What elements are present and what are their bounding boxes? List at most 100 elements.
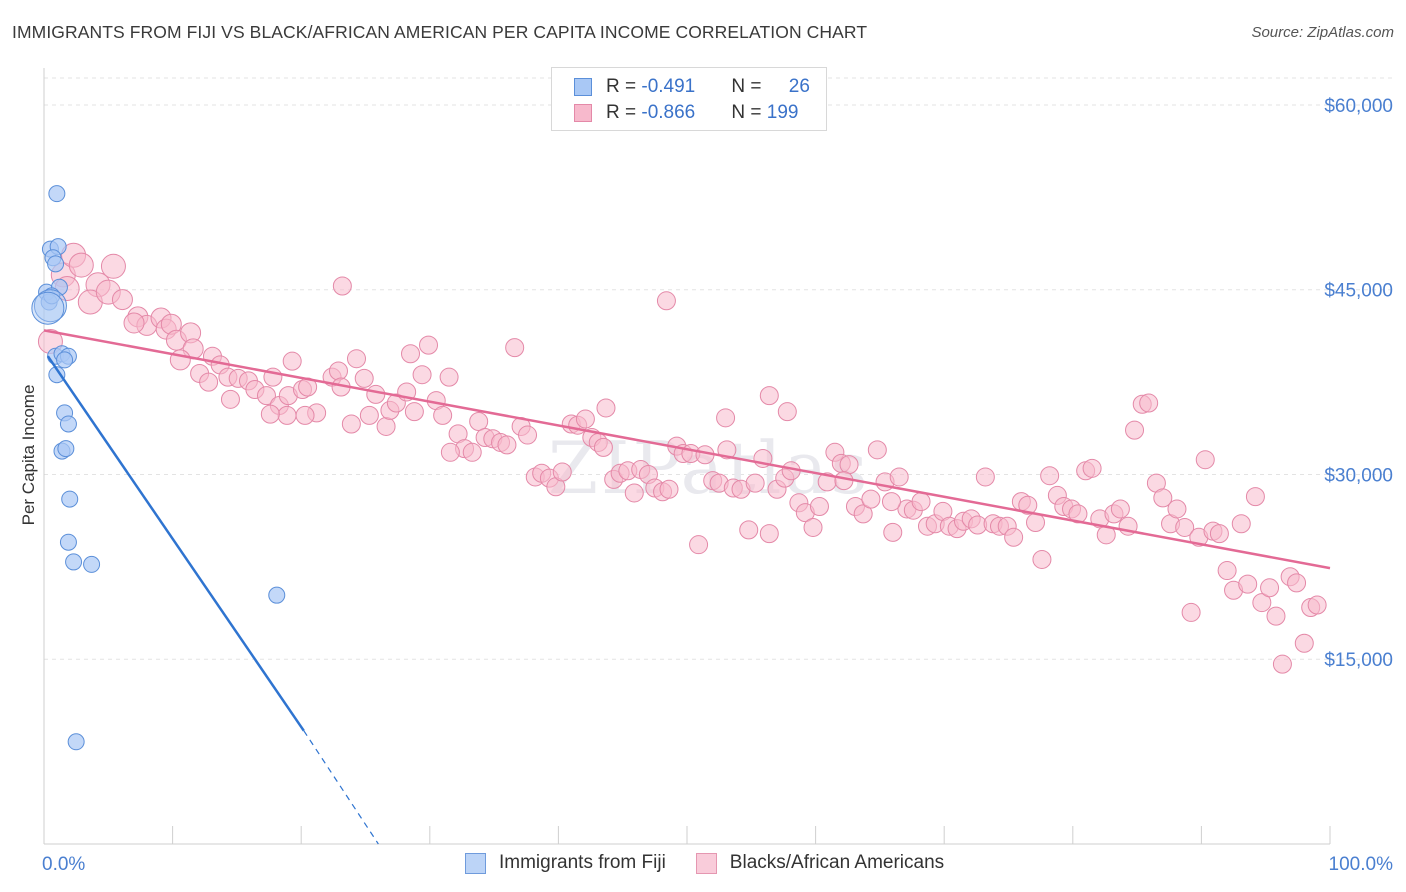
legend-item-label: Immigrants from Fiji [499,852,666,873]
black-point [624,483,644,503]
black-point [100,253,126,279]
black-point [220,389,240,409]
axes [43,68,1331,845]
black-point [1032,549,1052,569]
x-tick-label: 100.0% [1329,854,1394,875]
black-point [401,344,421,364]
black-point [469,412,489,432]
black-point [260,404,280,424]
black-point [1209,524,1229,544]
black-point [809,497,829,517]
black-point [1181,602,1201,622]
black-point [199,372,219,392]
legend-item-black[interactable]: Blacks/African Americans [695,852,944,874]
y-axis-label: Per Capita Income [19,385,38,526]
black-point [1231,514,1251,534]
black-point [1266,606,1286,626]
black-point [593,437,613,457]
legend-n-value: 26 [788,76,810,97]
black-point [759,524,779,544]
black-point [596,398,616,418]
fiji-point [59,533,77,551]
black-point [354,368,374,388]
black-point [1260,578,1280,598]
y-tick-label: $30,000 [1324,465,1393,486]
black-point [911,492,931,512]
series-legend: Immigrants from Fiji Blacks/African Amer… [465,852,974,874]
black-point [1217,561,1237,581]
black-point [1175,517,1195,537]
black-point [1082,458,1102,478]
black-point [1245,487,1265,507]
legend-r-label: R = [606,102,642,123]
black-point [359,405,379,425]
black-point [111,289,133,311]
black-point [404,402,424,422]
black-point [552,462,572,482]
black-point [328,361,348,381]
black-point [656,291,676,311]
black-legend-swatch [695,852,717,874]
fiji-swatch [574,78,592,96]
legend-n-value: 199 [766,102,799,123]
black-point [689,535,709,555]
y-tick-labels: $15,000 $30,000 $45,000 $60,000 [1324,96,1393,671]
legend-n-label: N = [731,76,767,97]
black-point [839,455,859,475]
x-tick-labels: 0.0% 100.0% [42,854,1393,875]
black-point [975,467,995,487]
black-point [1307,595,1327,615]
x-tick-label: 0.0% [42,854,85,875]
legend-r-value: -0.491 [641,76,696,97]
fiji-trend-line [46,355,305,732]
chart-title: IMMIGRANTS FROM FIJI VS BLACK/AFRICAN AM… [12,22,868,42]
fiji-point [57,440,75,458]
black-point [1139,393,1159,413]
black-point [777,402,797,422]
black-point [277,405,297,425]
black-point [518,425,538,445]
black-point [889,467,909,487]
y-tick-label: $60,000 [1324,96,1393,117]
black-point [433,405,453,425]
black-point [295,405,315,425]
fiji-point [48,366,66,384]
legend-item-fiji[interactable]: Immigrants from Fiji [465,852,666,874]
black-point [1004,527,1024,547]
black-point [497,435,517,455]
fiji-point [268,586,286,604]
black-point [462,442,482,462]
black-point [1153,488,1173,508]
fiji-trend-extension [303,730,379,845]
legend-r-value: -0.866 [641,102,696,123]
black-point [412,365,432,385]
fiji-point [56,351,74,369]
black-swatch [574,104,592,122]
black-point [123,312,145,334]
black-point [366,384,386,404]
fiji-point [61,490,79,508]
black-point [332,276,352,296]
black-point [659,479,679,499]
y-tick-label: $45,000 [1324,281,1393,302]
black-point [1026,513,1046,533]
black-point [1252,593,1272,613]
series-immigrants-from-fiji [31,185,286,751]
black-point [341,414,361,434]
black-point [881,492,901,512]
legend-row-fiji: R = -0.491 N = 26 [574,75,810,99]
black-point [439,367,459,387]
fiji-point [47,255,65,273]
legend-n-label: N = [731,102,767,123]
black-point [169,349,191,371]
trend-lines [43,329,1331,845]
black-point [440,442,460,462]
black-trend-line [43,329,1331,570]
fiji-point [67,733,85,751]
fiji-point [65,553,83,571]
black-point [1110,499,1130,519]
black-point [716,408,736,428]
y-tick-label: $15,000 [1324,650,1393,671]
black-point [861,489,881,509]
